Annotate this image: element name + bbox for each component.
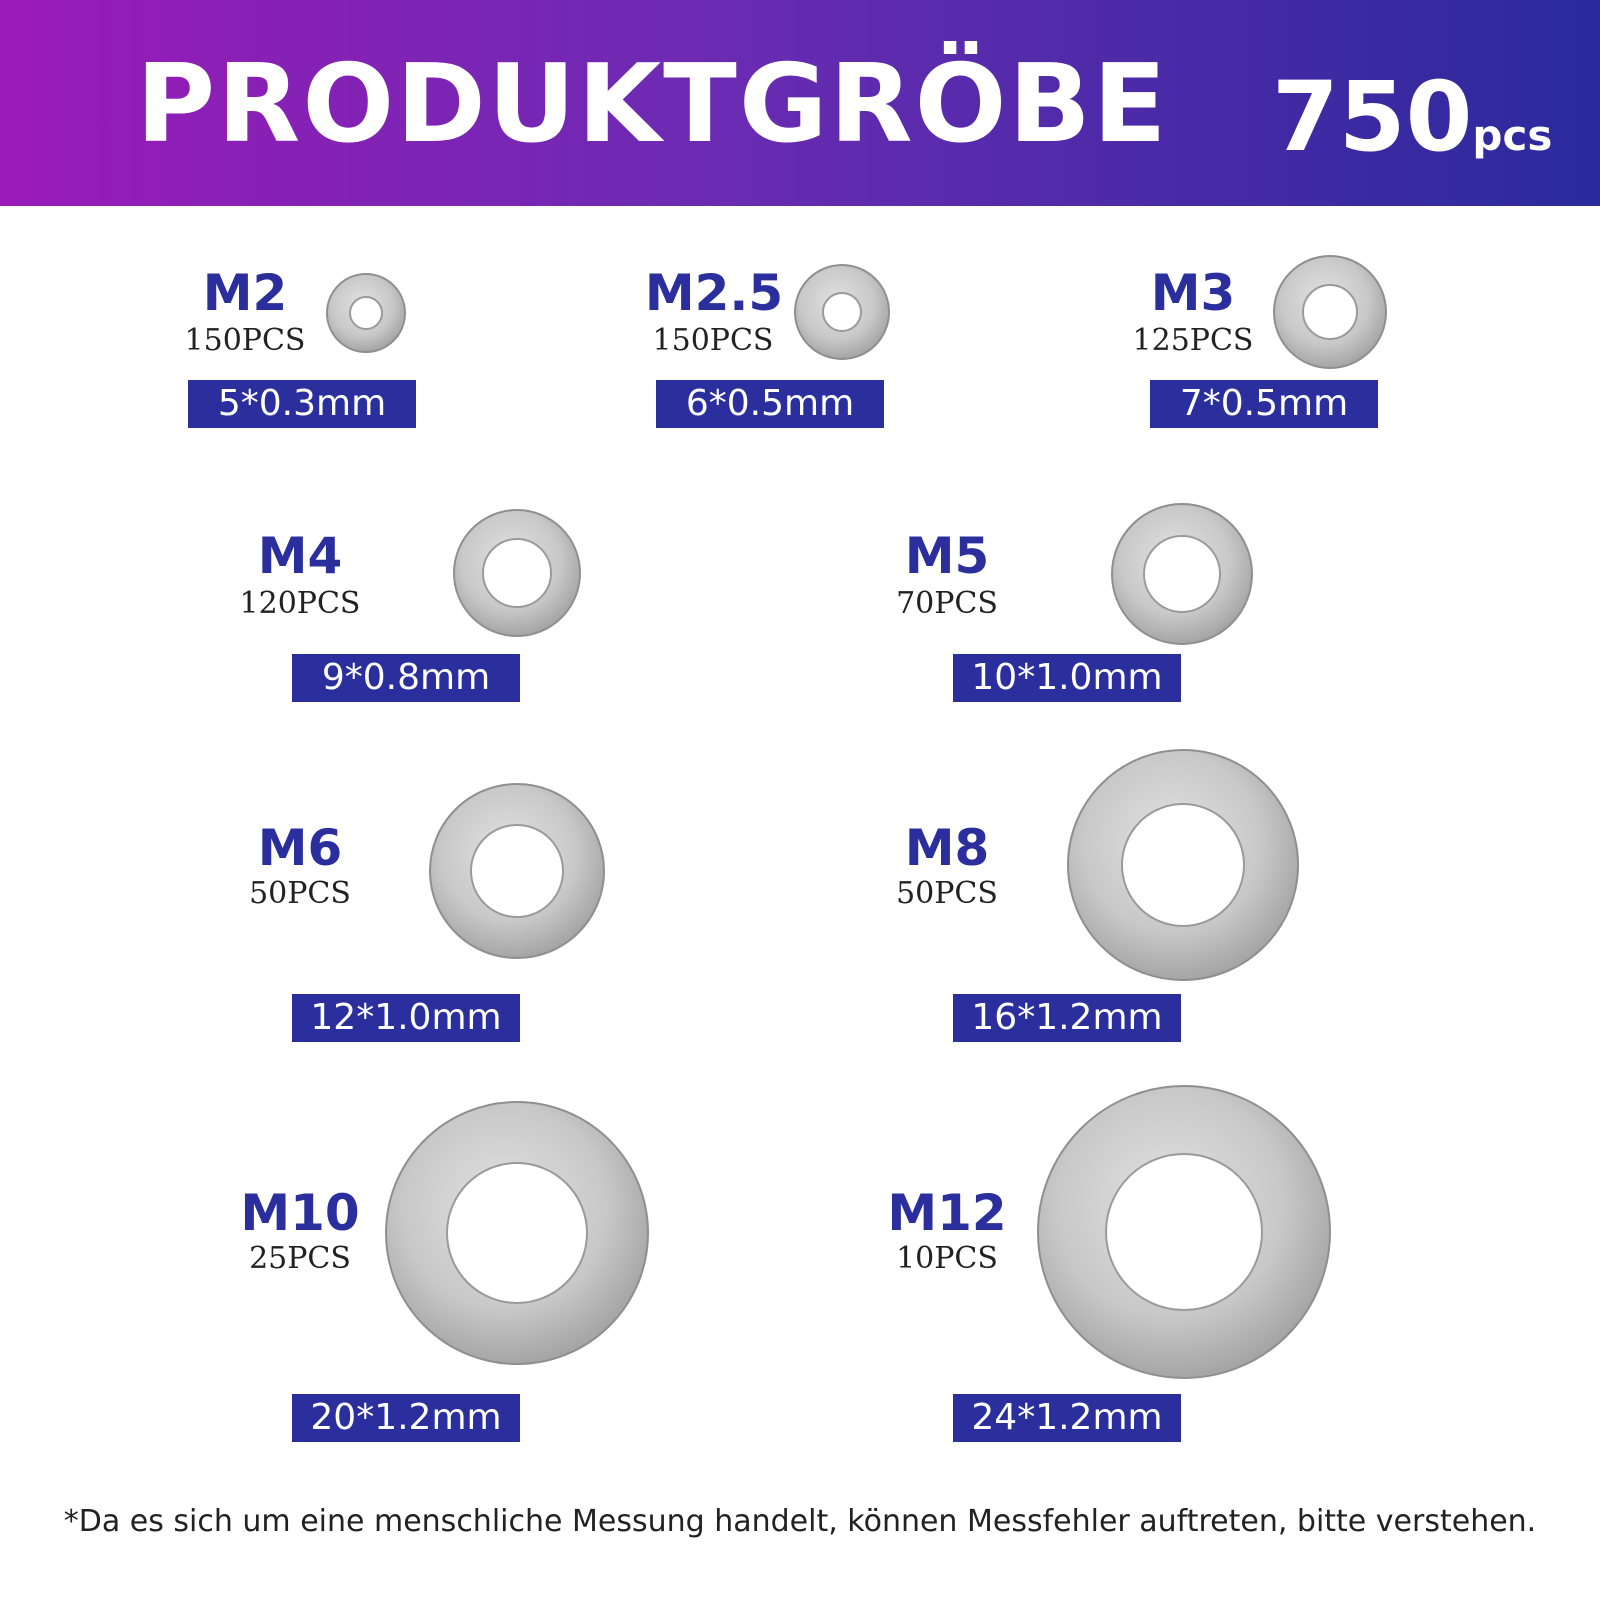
size-label: M6: [257, 819, 343, 877]
size-label: M4: [257, 527, 343, 585]
total-count: 750pcs: [1272, 62, 1552, 172]
size-label: M3: [1150, 264, 1236, 322]
washer-image: [1037, 1085, 1331, 1379]
dimension-badge: 16*1.2mm: [953, 994, 1181, 1042]
page-title: PRODUKTGRÖBE: [136, 42, 1169, 167]
total-count-number: 750: [1272, 61, 1473, 173]
quantity-label: 150PCS: [184, 323, 306, 358]
washer-image: [429, 783, 605, 959]
quantity-label: 50PCS: [896, 876, 998, 911]
dimension-badge: 9*0.8mm: [292, 654, 520, 702]
size-label: M10: [240, 1184, 360, 1242]
quantity-label: 50PCS: [249, 876, 351, 911]
measurement-disclaimer: *Da es sich um eine menschliche Messung …: [63, 1504, 1537, 1539]
dimension-badge: 12*1.0mm: [292, 994, 520, 1042]
size-label: M2.5: [644, 264, 784, 322]
washer-image: [326, 273, 406, 353]
total-count-unit: pcs: [1472, 111, 1553, 160]
size-label: M12: [887, 1184, 1007, 1242]
dimension-badge: 10*1.0mm: [953, 654, 1181, 702]
washer-image: [794, 264, 890, 360]
quantity-label: 125PCS: [1132, 323, 1254, 358]
size-label: M2: [202, 264, 288, 322]
quantity-label: 25PCS: [249, 1241, 351, 1276]
dimension-badge: 20*1.2mm: [292, 1394, 520, 1442]
washer-image: [1273, 255, 1387, 369]
quantity-label: 120PCS: [239, 586, 361, 621]
dimension-badge: 6*0.5mm: [656, 380, 884, 428]
washer-image: [1067, 749, 1299, 981]
quantity-label: 10PCS: [896, 1241, 998, 1276]
quantity-label: 150PCS: [652, 323, 774, 358]
header-banner: PRODUKTGRÖBE 750pcs: [0, 0, 1600, 206]
size-label: M8: [904, 819, 990, 877]
dimension-badge: 5*0.3mm: [188, 380, 416, 428]
washer-image: [1111, 503, 1253, 645]
dimension-badge: 7*0.5mm: [1150, 380, 1378, 428]
size-label: M5: [904, 527, 990, 585]
quantity-label: 70PCS: [896, 586, 998, 621]
washer-image: [453, 509, 581, 637]
washer-image: [385, 1101, 649, 1365]
dimension-badge: 24*1.2mm: [953, 1394, 1181, 1442]
